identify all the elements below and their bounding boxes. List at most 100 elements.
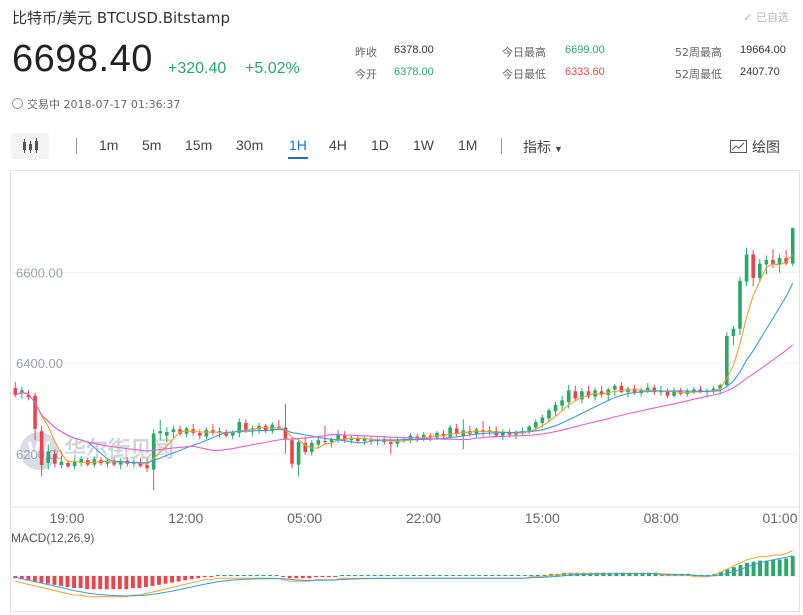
macd-bar [111, 576, 116, 590]
macd-bar [241, 575, 246, 576]
draw-button[interactable]: 绘图 [730, 137, 780, 157]
candle-body [105, 460, 110, 464]
macd-bar [777, 559, 782, 576]
candle-body [151, 433, 156, 470]
y-axis-labels: 6600.00 6400.00 6200.00 [16, 266, 63, 462]
macd-bar [431, 575, 436, 576]
candle-body [566, 390, 571, 403]
candle-body [158, 431, 163, 434]
macd-bar [294, 576, 299, 579]
interval-30m[interactable]: 30m [236, 137, 264, 153]
macd-bar [405, 575, 410, 576]
y-tick-label: 6600.00 [16, 266, 63, 281]
macd-bar [751, 561, 756, 576]
candle-body [165, 432, 169, 436]
candle-body [659, 391, 663, 393]
candle-body [619, 385, 624, 393]
macd-bar [333, 576, 338, 578]
x-tick-label: 19:00 [49, 510, 84, 526]
candle-body [66, 462, 70, 467]
caret-down-icon: ▼ [554, 144, 563, 154]
macd-bar [359, 575, 364, 576]
candle-body [435, 432, 439, 438]
macd-bar [32, 576, 37, 582]
interval-1w[interactable]: 1W [413, 137, 434, 153]
interval-1m[interactable]: 1m [99, 137, 119, 153]
x-axis-labels: 19:00 12:00 05:00 22:00 15:00 08:00 01:00 [49, 510, 797, 526]
macd-bar [490, 575, 495, 576]
macd-bar [562, 572, 567, 576]
x-tick-label: 12:00 [168, 510, 203, 526]
stat-label-52w-high: 52周最高 [675, 46, 722, 59]
candle-body [738, 280, 742, 329]
candle-body [33, 395, 37, 429]
stat-value-52w-high: 19664.00 [740, 44, 786, 56]
chart-type-button[interactable] [11, 133, 49, 159]
ma-long-line [15, 344, 794, 452]
instrument-title: 比特币/美元 BTCUSD.Bitstamp [12, 9, 231, 27]
indicator-dropdown[interactable]: 指标 ▼ [523, 137, 563, 157]
candle-body [645, 387, 650, 391]
draw-label: 绘图 [752, 139, 780, 155]
candle-body [244, 422, 248, 431]
candle-body [744, 254, 749, 282]
macd-bar [633, 572, 638, 576]
x-tick-label: 01:00 [762, 510, 797, 526]
macd-bar [784, 558, 789, 576]
favorite-button[interactable]: ✓ 已自选 [743, 9, 789, 25]
candle-body [461, 430, 466, 436]
candle-body [441, 433, 446, 437]
price-change-percent: +5.02% [245, 60, 300, 77]
candle-body [481, 430, 485, 433]
price-chart[interactable]: 6600.00 6400.00 6200.00 19:00 12:00 05:00 22:… [10, 170, 800, 612]
candle-body [72, 461, 77, 466]
interval-4h[interactable]: 4H [329, 137, 347, 153]
macd-bar [65, 576, 70, 587]
interval-1h[interactable]: 1H [288, 137, 308, 159]
macd-bar [451, 575, 455, 576]
toolbar-divider [501, 138, 502, 154]
macd-bar [718, 571, 723, 576]
candle-body [224, 432, 228, 436]
candle-body [784, 258, 788, 264]
candle-body [540, 417, 545, 423]
macd-bar [163, 576, 168, 584]
trading-status: 交易中 2018-07-17 01:36:37 [12, 96, 180, 112]
candle-body [474, 429, 479, 434]
toolbar-divider [76, 138, 77, 154]
macd-bar [392, 575, 397, 576]
favorite-label: 已自选 [756, 11, 789, 24]
interval-5m[interactable]: 5m [142, 137, 162, 153]
candle-body [171, 429, 176, 433]
macd-bar [313, 576, 318, 578]
macd-bar [444, 575, 449, 576]
macd-bar [496, 575, 501, 576]
candle-body [356, 438, 360, 442]
macd-bar [143, 576, 148, 587]
macd-bar [568, 572, 573, 576]
candle-body [672, 390, 676, 396]
candle-body [580, 391, 584, 400]
macd-bar [287, 576, 292, 579]
stat-value-day-low: 6333.60 [565, 66, 605, 78]
macd-bar [196, 576, 201, 579]
interval-15m[interactable]: 15m [185, 137, 213, 153]
macd-bar [228, 575, 233, 576]
candle-body [632, 388, 637, 394]
candle-body [507, 432, 512, 435]
interval-1d[interactable]: 1D [371, 137, 389, 153]
candle-body [725, 336, 729, 385]
chart-frame [10, 170, 800, 612]
macd-bar [738, 565, 743, 576]
macd-bar [339, 575, 344, 576]
candle-body [53, 453, 57, 464]
macd-bar [758, 560, 763, 576]
watermark: W 华尔街见闻 [20, 432, 174, 470]
stat-value-prev-close: 6378.00 [394, 44, 434, 56]
macd-panel [10, 550, 800, 598]
interval-1mo[interactable]: 1M [458, 137, 478, 153]
candle-body [204, 429, 209, 437]
candle-body [329, 439, 334, 442]
candle-body [26, 394, 31, 398]
x-tick-label: 08:00 [644, 510, 679, 526]
